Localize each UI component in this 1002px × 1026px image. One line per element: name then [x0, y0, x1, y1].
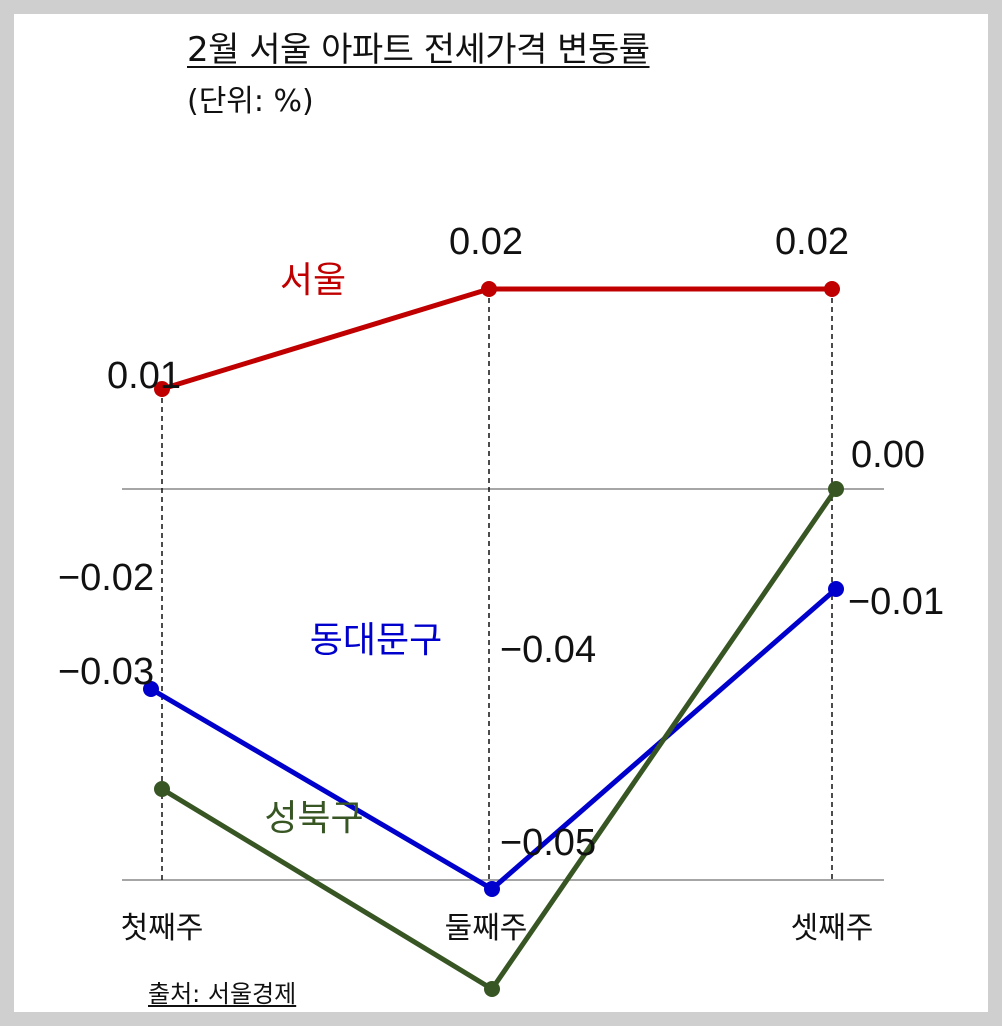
value-label-s3-1: −0.03 — [58, 651, 154, 693]
value-labels: 0.01 0.02 0.02 −0.02 −0.04 −0.01 −0.03 −0.05 0.0… — [58, 221, 944, 864]
chart-title: 2월 서울 아파트 전세가격 변동률 — [187, 30, 650, 70]
value-label-s1-1: 0.01 — [107, 355, 181, 397]
value-label-s1-2: 0.02 — [449, 221, 523, 263]
data-point-s3-1 — [154, 781, 170, 797]
series-name-1: 서울 — [280, 260, 346, 301]
value-label-s2-1: −0.02 — [58, 557, 154, 599]
source-note: 출처: 서울경제 — [148, 980, 297, 1008]
chart-subtitle: (단위: %) — [187, 84, 314, 119]
series-line-1 — [161, 286, 832, 392]
series-points — [143, 281, 844, 997]
x-axis-labels: 첫째주 둘째주 셋째주 — [121, 911, 874, 946]
x-tick-label-3: 셋째주 — [791, 911, 874, 946]
x-tick-label-2: 둘째주 — [445, 911, 528, 946]
value-label-s3-3: 0.00 — [851, 434, 925, 476]
data-point-s2-1 — [143, 681, 159, 697]
data-point-s1-2 — [481, 281, 497, 297]
value-label-s1-3: 0.02 — [775, 221, 849, 263]
series-name-2: 동대문구 — [310, 620, 442, 661]
value-label-s2-3: −0.01 — [848, 581, 944, 623]
data-point-s2-3 — [828, 581, 844, 597]
data-point-s2-2 — [484, 881, 500, 897]
x-tick-label-1: 첫째주 — [121, 911, 204, 946]
category-guides — [161, 289, 833, 880]
data-point-s1-3 — [824, 281, 840, 297]
value-label-s2-2: −0.04 — [500, 629, 596, 671]
data-point-s1-1 — [154, 381, 170, 397]
value-label-s3-2: −0.05 — [500, 822, 596, 864]
data-point-s3-3 — [828, 481, 844, 497]
series-name-3: 성북구 — [264, 798, 363, 839]
data-point-s3-2 — [484, 981, 500, 997]
chart-frame — [14, 14, 988, 1012]
